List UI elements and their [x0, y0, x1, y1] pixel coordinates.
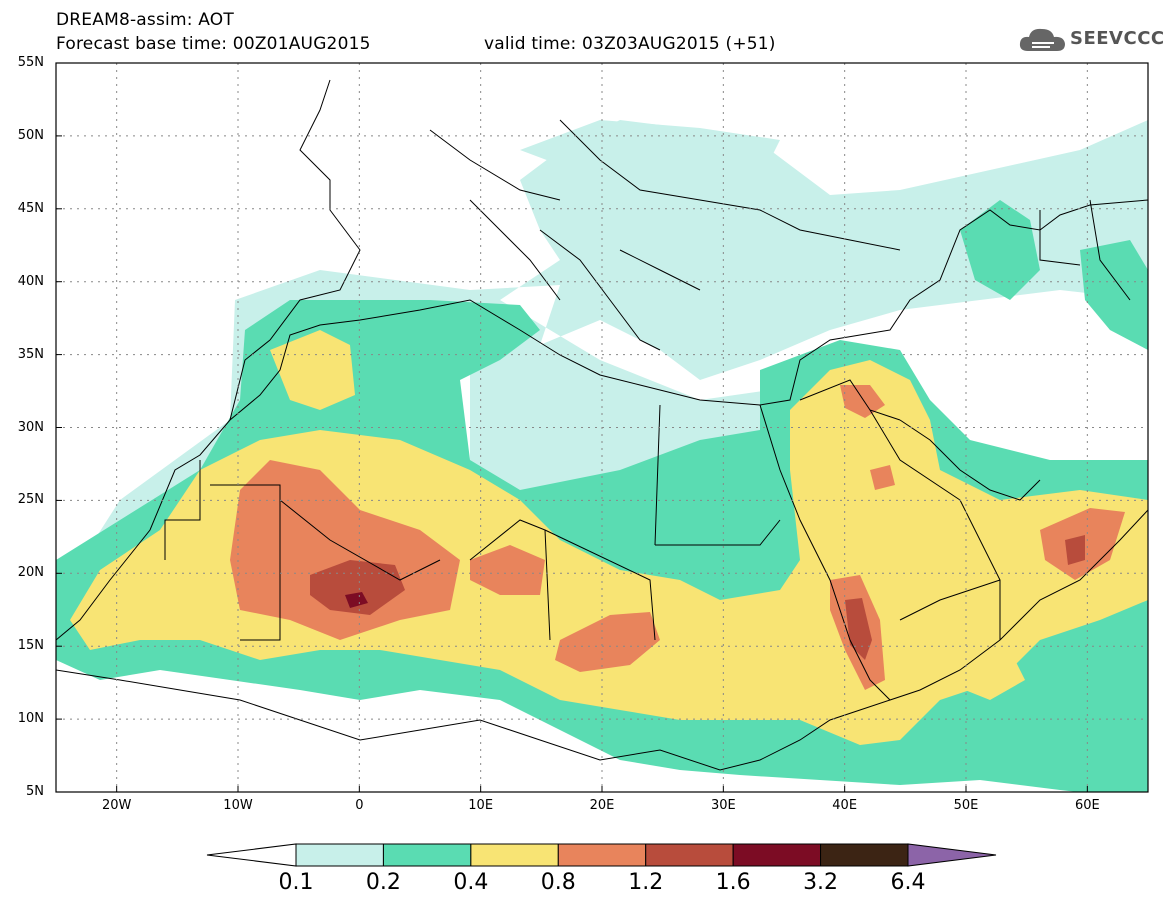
colorbar-box: [557, 843, 647, 867]
aot-band-0.2-east: [1080, 240, 1148, 350]
coastlines: [56, 79, 1148, 771]
aot-band-0.8: [230, 460, 460, 640]
aot-band-0.8-arabia2: [870, 465, 895, 490]
aot-band-0.8-chad: [470, 545, 545, 595]
seevccc-logo: SEEVCCC: [1018, 22, 1164, 56]
colorbar-box: [732, 843, 822, 867]
forecast-base-time: Forecast base time: 00Z01AUG2015: [56, 34, 371, 54]
lon-tick-label: 50E: [953, 798, 979, 813]
lat-tick-label: 35N: [17, 346, 44, 362]
aot-band-0.8-sudan: [555, 612, 660, 672]
lat-tick-label: 55N: [17, 55, 44, 70]
lon-tick-label: 10E: [468, 798, 494, 813]
colorbar-label: 0.2: [365, 870, 401, 895]
grid: [56, 63, 1148, 792]
colorbar-label: 1.2: [628, 870, 664, 895]
aot-band-1.6: [345, 592, 368, 608]
colorbar-label: 3.2: [803, 870, 839, 895]
aot-band-1.2-oman: [1065, 535, 1085, 565]
lat-tick-label: 40N: [17, 273, 44, 289]
lat-tick-label: 50N: [17, 127, 44, 143]
colorbar-label: 0.4: [453, 870, 489, 895]
cloud-icon: [1019, 28, 1065, 51]
aot-band-0.1-north: [520, 120, 780, 165]
aot-band-0.8-arabia: [840, 385, 885, 418]
aot-band-0.1: [56, 120, 1148, 600]
lon-tick-label: 0: [355, 798, 364, 813]
colorbar-label: 0.8: [540, 870, 576, 895]
lat-tick-label: 10N: [17, 711, 44, 727]
aot-band-0.2-caspian: [960, 200, 1040, 300]
aot-band-0.4-iran: [965, 650, 1025, 700]
colorbar-box: [645, 843, 734, 867]
lat-tick-label: 20N: [17, 565, 44, 581]
aot-band-1.2: [310, 560, 405, 615]
lon-tick-label: 20W: [101, 798, 132, 813]
colorbar-under-triangle: [206, 843, 297, 867]
colorbar-box: [295, 843, 384, 867]
colorbar-over-triangle: [907, 843, 997, 867]
valid-time: valid time: 03Z03AUG2015 (+51): [484, 34, 776, 54]
lat-tick-label: 15N: [17, 638, 44, 654]
colorbar-box: [820, 843, 909, 867]
lon-tick-label: 30E: [710, 798, 736, 813]
lon-tick-label: 10W: [223, 798, 253, 813]
aot-band-0.4-morocco: [270, 330, 355, 410]
lat-tick-label: 5N: [26, 784, 44, 799]
colorbar-label: 6.4: [890, 870, 926, 895]
colorbar-box: [470, 843, 559, 867]
colorbar-box: [382, 843, 472, 867]
logo-text: SEEVCCC: [1070, 28, 1165, 49]
colorbar-label: 0.1: [278, 870, 314, 895]
lon-tick-label: 40E: [832, 798, 858, 813]
lat-tick-label: 25N: [17, 492, 44, 508]
colorbar-label: 1.6: [715, 870, 751, 895]
lon-tick-label: 20E: [589, 798, 615, 813]
lat-tick-label: 45N: [17, 200, 44, 216]
map-title: DREAM8-assim: AOT: [56, 10, 234, 30]
lat-tick-label: 30N: [17, 419, 44, 435]
axis-ticks: [56, 62, 1088, 793]
lon-tick-label: 60E: [1074, 798, 1100, 813]
